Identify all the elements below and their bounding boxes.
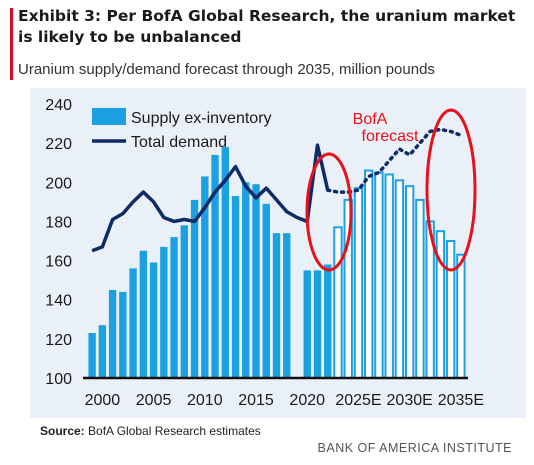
supply-bar-forecast (394, 179, 405, 379)
supply-bar-forecast (415, 198, 425, 379)
supply-bar (272, 233, 281, 378)
legend-demand-label: Total demand (131, 134, 227, 151)
supply-bar-forecast (364, 169, 374, 379)
supply-bar (98, 325, 107, 378)
supply-bar-forecast (404, 185, 415, 379)
legend-supply-label: Supply ex-inventory (131, 110, 272, 127)
y-tick-label: 220 (45, 136, 72, 153)
x-tick-label: 2030E (387, 392, 433, 409)
chart-subtitle: Uranium supply/demand forecast through 2… (18, 61, 435, 78)
supply-bar (201, 176, 209, 378)
supply-bar (313, 270, 322, 378)
demand-line-historic (91, 143, 330, 253)
x-tick-label: 2015 (238, 392, 274, 409)
y-tick-label: 140 (45, 293, 72, 310)
supply-bar (149, 262, 158, 378)
supply-bar (231, 195, 240, 378)
supply-bar (108, 289, 117, 378)
y-tick-label: 180 (45, 214, 72, 231)
brand-wordmark: BANK OF AMERICA INSTITUTE (317, 441, 512, 455)
supply-bar (170, 237, 178, 378)
supply-bar (262, 203, 270, 378)
supply-bar-forecast (445, 240, 456, 379)
supply-bar-forecast (384, 173, 394, 379)
supply-bar (139, 250, 148, 378)
supply-bar-forecast (353, 187, 364, 379)
y-tick-label: 240 (45, 97, 72, 114)
supply-bars (88, 147, 466, 379)
source-label: Source: (40, 424, 85, 438)
supply-bar (88, 332, 96, 378)
supply-bar (283, 233, 291, 378)
x-tick-label: 2035E (438, 392, 484, 409)
annotation-circle-left (305, 152, 353, 272)
supply-bar (324, 264, 332, 378)
annotation-bofa: BofA (353, 111, 388, 128)
legend: Supply ex-inventory Total demand (92, 108, 272, 151)
forecast-annotation: BofA forecast (305, 108, 477, 272)
y-tick-label: 120 (45, 332, 72, 349)
supply-bar-forecast (374, 171, 384, 379)
annotation-circle-right (425, 108, 477, 272)
x-axis-labels: 2000 2005 2010 2015 2020 2025E 2030E 2035E (85, 392, 484, 409)
supply-bar (180, 225, 188, 378)
source-note: Source: BofA Global Research estimates (40, 424, 261, 438)
supply-bar (119, 291, 127, 378)
x-tick-label: 2000 (85, 392, 121, 409)
uranium-chart: 100 120 140 160 180 200 220 240 2000 2005 2010 201… (45, 97, 484, 409)
x-tick-label: 2025E (335, 392, 381, 409)
source-text: BofA Global Research estimates (84, 424, 261, 438)
page-title: Exhibit 3: Per BofA Global Research, the… (18, 7, 516, 46)
x-tick-label: 2005 (136, 392, 172, 409)
y-axis-labels: 100 120 140 160 180 200 220 240 (45, 97, 72, 388)
y-tick-label: 200 (45, 175, 72, 192)
supply-bar (221, 147, 229, 378)
supply-bar (129, 268, 137, 378)
supply-bar (303, 270, 311, 378)
x-tick-label: 2010 (187, 392, 223, 409)
supply-bar (190, 199, 199, 378)
annotation-forecast: forecast (362, 128, 419, 145)
supply-bar (211, 154, 219, 378)
supply-bar-forecast (333, 226, 343, 379)
title-accent-bar (10, 8, 13, 80)
supply-bar (160, 246, 168, 378)
supply-bar-forecast (456, 253, 466, 379)
legend-supply-swatch (92, 108, 126, 125)
supply-bar (242, 182, 250, 378)
x-tick-label: 2020 (289, 392, 325, 409)
supply-bar (252, 184, 260, 378)
y-tick-label: 160 (45, 254, 72, 271)
y-tick-label: 100 (45, 371, 72, 388)
